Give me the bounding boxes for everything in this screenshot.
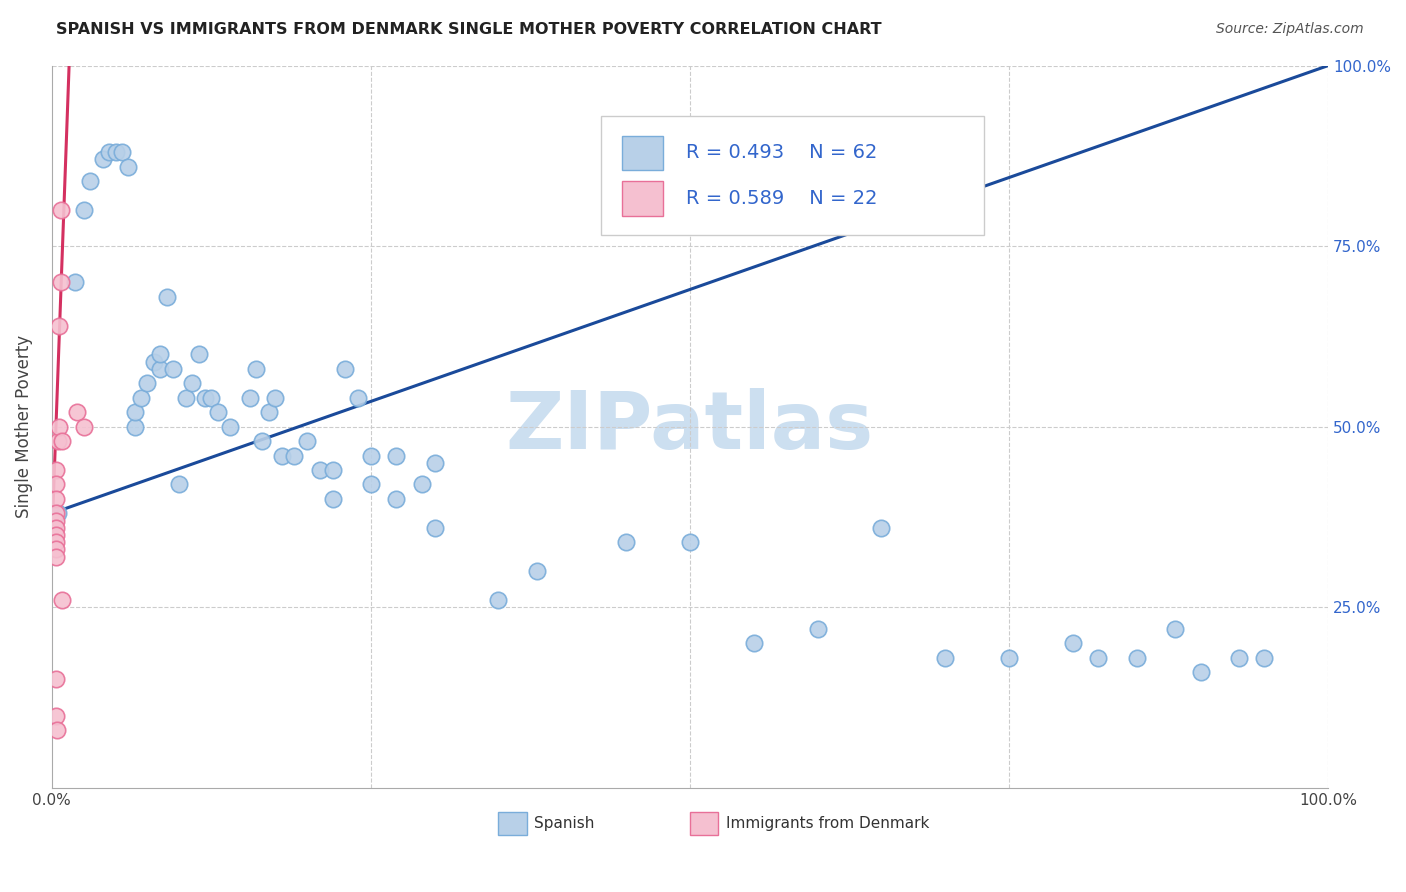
Point: [162, 362, 184, 376]
Point: [423, 456, 446, 470]
Point: [1189, 665, 1212, 680]
Text: Source: ZipAtlas.com: Source: ZipAtlas.com: [1216, 22, 1364, 37]
Point: [48, 419, 70, 434]
Point: [245, 362, 267, 376]
Point: [45, 542, 67, 557]
Point: [51, 434, 73, 449]
Point: [200, 391, 222, 405]
Point: [488, 593, 510, 607]
Point: [104, 145, 127, 160]
Point: [73, 202, 96, 217]
Point: [360, 449, 382, 463]
Point: [614, 535, 637, 549]
Point: [45, 506, 67, 520]
Point: [45, 463, 67, 477]
Point: [45, 549, 67, 564]
Point: [169, 477, 191, 491]
Point: [385, 491, 408, 506]
Point: [45, 673, 67, 687]
Point: [79, 174, 101, 188]
Point: [257, 405, 280, 419]
Point: [49, 202, 72, 217]
Point: [45, 535, 67, 549]
Point: [385, 449, 408, 463]
Point: [526, 564, 548, 578]
Point: [66, 405, 89, 419]
Point: [308, 463, 330, 477]
Point: [45, 514, 67, 528]
Text: SPANISH VS IMMIGRANTS FROM DENMARK SINGLE MOTHER POVERTY CORRELATION CHART: SPANISH VS IMMIGRANTS FROM DENMARK SINGL…: [56, 22, 882, 37]
Point: [124, 405, 146, 419]
Point: [136, 376, 159, 391]
Point: [117, 160, 139, 174]
Point: [1227, 650, 1250, 665]
Bar: [499, 812, 527, 835]
Point: [73, 419, 96, 434]
Point: [1125, 650, 1147, 665]
Point: [45, 528, 67, 542]
Text: R = 0.589    N = 22: R = 0.589 N = 22: [686, 189, 877, 208]
Point: [111, 145, 134, 160]
Point: [149, 347, 172, 361]
Point: [270, 449, 292, 463]
Point: [149, 362, 172, 376]
Text: R = 0.493    N = 62: R = 0.493 N = 62: [686, 144, 877, 162]
Point: [48, 318, 70, 333]
Point: [45, 723, 67, 737]
Y-axis label: Single Mother Poverty: Single Mother Poverty: [15, 335, 32, 518]
Point: [870, 521, 893, 535]
Point: [156, 290, 179, 304]
Point: [129, 391, 152, 405]
Point: [264, 391, 287, 405]
Point: [360, 477, 382, 491]
Point: [45, 708, 67, 723]
Point: [283, 449, 305, 463]
Point: [45, 491, 67, 506]
Point: [1062, 636, 1084, 650]
Point: [98, 145, 121, 160]
Point: [1253, 650, 1275, 665]
Bar: [623, 181, 664, 216]
Point: [934, 650, 956, 665]
Point: [998, 650, 1021, 665]
Point: [219, 419, 242, 434]
Point: [207, 405, 229, 419]
Point: [49, 275, 72, 289]
Point: [347, 391, 370, 405]
Point: [45, 477, 67, 491]
Point: [124, 419, 146, 434]
Point: [679, 535, 702, 549]
Point: [51, 593, 73, 607]
Point: [46, 434, 69, 449]
Point: [322, 463, 344, 477]
Point: [91, 153, 114, 167]
Text: ZIPatlas: ZIPatlas: [506, 388, 875, 466]
Text: Immigrants from Denmark: Immigrants from Denmark: [725, 815, 929, 830]
Point: [411, 477, 433, 491]
Point: [63, 275, 86, 289]
Point: [423, 521, 446, 535]
Point: [322, 491, 344, 506]
Point: [187, 347, 209, 361]
Point: [181, 376, 204, 391]
Point: [194, 391, 217, 405]
Point: [1087, 650, 1109, 665]
Point: [335, 362, 357, 376]
Point: [142, 354, 165, 368]
Point: [252, 434, 274, 449]
Point: [174, 391, 197, 405]
Point: [295, 434, 318, 449]
Point: [806, 622, 828, 636]
Point: [239, 391, 262, 405]
Point: [742, 636, 765, 650]
Point: [45, 521, 67, 535]
Point: [1164, 622, 1187, 636]
Text: Spanish: Spanish: [534, 815, 595, 830]
Bar: [623, 136, 664, 170]
FancyBboxPatch shape: [600, 116, 984, 235]
Bar: [690, 812, 718, 835]
Point: [46, 506, 69, 520]
